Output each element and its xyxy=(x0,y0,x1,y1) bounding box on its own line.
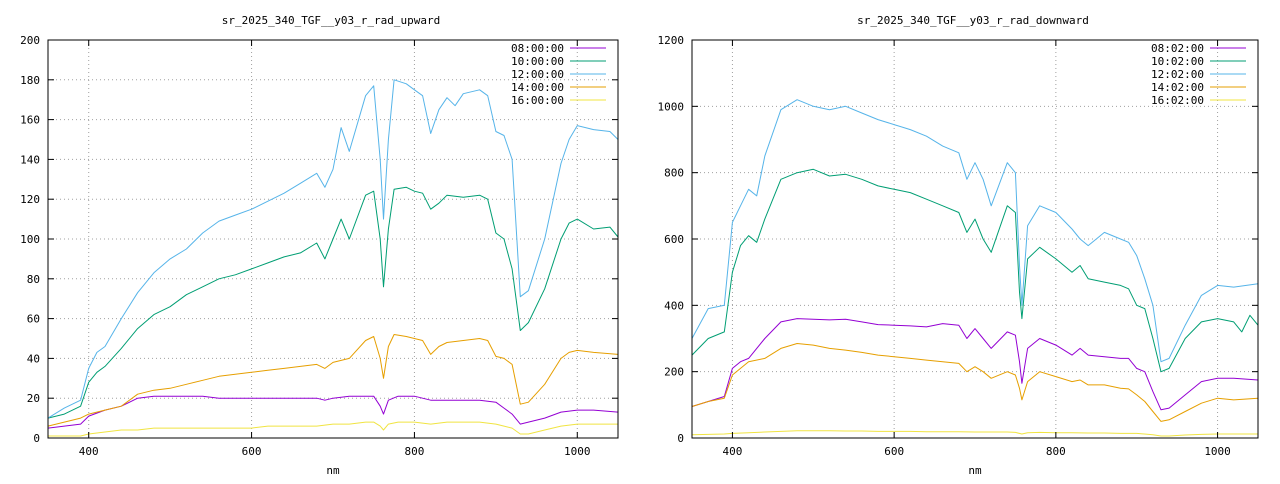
y-tick-label: 0 xyxy=(33,432,40,445)
x-tick-label: 800 xyxy=(1046,445,1066,458)
legend-label: 14:02:00 xyxy=(1151,81,1204,94)
series-line-080200 xyxy=(691,318,1259,411)
series-line-160000 xyxy=(48,421,618,437)
series-line-140000 xyxy=(47,334,619,427)
legend-label: 08:02:00 xyxy=(1151,42,1204,55)
legend-label: 16:02:00 xyxy=(1151,94,1204,107)
y-tick-label: 1200 xyxy=(658,34,685,47)
legend-label: 10:00:00 xyxy=(511,55,564,68)
y-tick-label: 20 xyxy=(27,392,40,405)
legend-label: 14:00:00 xyxy=(511,81,564,94)
x-axis-label: nm xyxy=(968,464,982,477)
y-tick-label: 60 xyxy=(27,313,40,326)
series-line-120200 xyxy=(691,99,1259,363)
chart-title: sr_2025_340_TGF__y03_r_rad_downward xyxy=(857,14,1089,27)
x-tick-label: 600 xyxy=(242,445,262,458)
legend-label: 12:02:00 xyxy=(1151,68,1204,81)
series-line-100200 xyxy=(691,168,1259,373)
x-tick-label: 400 xyxy=(722,445,742,458)
x-tick-label: 600 xyxy=(884,445,904,458)
legend-label: 08:00:00 xyxy=(511,42,564,55)
y-tick-label: 40 xyxy=(27,352,40,365)
y-tick-label: 120 xyxy=(20,193,40,206)
x-tick-label: 1000 xyxy=(1204,445,1231,458)
chart-title: sr_2025_340_TGF__y03_r_rad_upward xyxy=(222,14,441,27)
y-tick-label: 140 xyxy=(20,153,40,166)
x-tick-label: 1000 xyxy=(564,445,591,458)
y-tick-label: 80 xyxy=(27,273,40,286)
series-line-140200 xyxy=(691,343,1259,422)
y-tick-label: 100 xyxy=(20,233,40,246)
y-tick-label: 0 xyxy=(677,432,684,445)
y-tick-label: 1000 xyxy=(658,100,685,113)
x-axis-label: nm xyxy=(326,464,340,477)
series-line-120000 xyxy=(47,79,619,419)
series-line-100000 xyxy=(47,186,619,419)
legend-label: 16:00:00 xyxy=(511,94,564,107)
legend-label: 12:00:00 xyxy=(511,68,564,81)
x-tick-label: 800 xyxy=(404,445,424,458)
y-tick-label: 400 xyxy=(664,299,684,312)
y-tick-label: 600 xyxy=(664,233,684,246)
y-tick-label: 200 xyxy=(20,34,40,47)
downward-radiance-chart: 0 200 400 600 800 1000 1200 400 600 800 1000 sr_202… xyxy=(658,14,1259,477)
y-tick-label: 200 xyxy=(664,366,684,379)
y-tick-label: 160 xyxy=(20,114,40,127)
legend-label: 10:02:00 xyxy=(1151,55,1204,68)
x-tick-label: 400 xyxy=(79,445,99,458)
y-tick-label: 800 xyxy=(664,167,684,180)
series-line-160200 xyxy=(691,430,1258,437)
series-line-080000 xyxy=(47,395,619,429)
upward-radiance-chart: 0 20 40 60 80 100 120 140 160 180 200 400 600 800 1000… xyxy=(20,14,619,477)
y-tick-label: 180 xyxy=(20,74,40,87)
